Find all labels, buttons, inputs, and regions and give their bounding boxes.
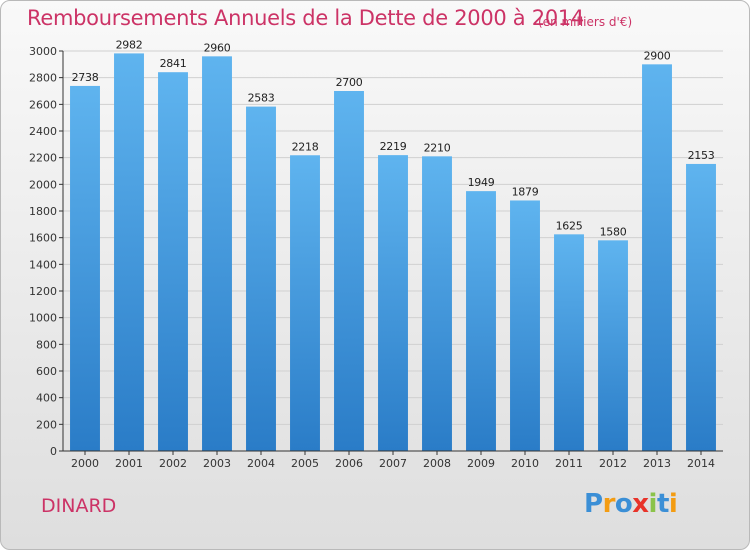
x-tick-label: 2013 bbox=[643, 457, 671, 470]
y-tick-label: 600 bbox=[36, 365, 57, 378]
chart-title: Remboursements Annuels de la Dette de 20… bbox=[27, 6, 584, 30]
y-tick-label: 2400 bbox=[29, 125, 57, 138]
x-tick-label: 2012 bbox=[599, 457, 627, 470]
x-tick-label: 2005 bbox=[291, 457, 319, 470]
x-tick-label: 2001 bbox=[115, 457, 143, 470]
y-tick-label: 1400 bbox=[29, 258, 57, 271]
bar-2001 bbox=[114, 53, 144, 452]
bar-2000 bbox=[70, 85, 100, 451]
value-label: 2841 bbox=[160, 57, 187, 70]
labels: 2738 2000 2982 2001 2841 2002 2960 2003 2583 2004… bbox=[71, 38, 715, 470]
y-tick-label: 0 bbox=[50, 445, 57, 458]
bar-2007 bbox=[378, 155, 408, 451]
y-tick-label: 400 bbox=[36, 392, 57, 405]
value-label: 2900 bbox=[644, 49, 671, 62]
x-tick-label: 2011 bbox=[555, 457, 583, 470]
axes: 0 200 400 600 800 1000 1200 1400 1600 1800 2000 220… bbox=[29, 45, 723, 458]
x-tick-label: 2009 bbox=[467, 457, 495, 470]
value-label: 2738 bbox=[72, 71, 99, 84]
value-label: 1879 bbox=[512, 185, 539, 198]
value-label: 2960 bbox=[204, 41, 231, 54]
x-tick-label: 2003 bbox=[203, 457, 231, 470]
bars bbox=[70, 53, 716, 452]
bar-2004 bbox=[246, 106, 276, 451]
commune-name: DINARD bbox=[41, 495, 117, 517]
value-label: 1625 bbox=[556, 219, 583, 232]
value-label: 2210 bbox=[424, 141, 451, 154]
x-tick-label: 2007 bbox=[379, 457, 407, 470]
bar-2002 bbox=[158, 72, 188, 451]
y-tick-label: 2200 bbox=[29, 152, 57, 165]
value-label: 1580 bbox=[600, 225, 627, 238]
value-label: 2583 bbox=[248, 92, 275, 105]
value-label: 2700 bbox=[336, 76, 363, 89]
bar-2009 bbox=[466, 191, 496, 451]
value-label: 2218 bbox=[292, 140, 319, 153]
bar-2014 bbox=[686, 163, 716, 451]
bar-2011 bbox=[554, 234, 584, 451]
x-tick-label: 2014 bbox=[687, 457, 715, 470]
y-tick-label: 1200 bbox=[29, 285, 57, 298]
y-tick-label: 3000 bbox=[29, 45, 57, 58]
x-tick-label: 2008 bbox=[423, 457, 451, 470]
bar-2008 bbox=[422, 156, 452, 452]
value-label: 2219 bbox=[380, 140, 407, 153]
chart-subtitle: (en milliers d'€) bbox=[538, 15, 633, 29]
value-label: 1949 bbox=[468, 176, 495, 189]
y-tick-label: 800 bbox=[36, 338, 57, 351]
bar-2013 bbox=[642, 64, 672, 452]
bar-2012 bbox=[598, 240, 628, 451]
value-label: 2153 bbox=[688, 149, 715, 162]
value-label: 2982 bbox=[116, 38, 143, 51]
y-tick-label: 1000 bbox=[29, 312, 57, 325]
y-tick-label: 2800 bbox=[29, 72, 57, 85]
x-tick-label: 2006 bbox=[335, 457, 363, 470]
y-tick-label: 2600 bbox=[29, 98, 57, 111]
bar-2005 bbox=[290, 155, 320, 451]
x-tick-label: 2002 bbox=[159, 457, 187, 470]
x-tick-label: 2004 bbox=[247, 457, 275, 470]
y-tick-label: 2000 bbox=[29, 178, 57, 191]
x-tick-label: 2010 bbox=[511, 457, 539, 470]
bar-2010 bbox=[510, 200, 540, 451]
bar-2006 bbox=[334, 91, 364, 451]
y-tick-label: 1800 bbox=[29, 205, 57, 218]
bar-2003 bbox=[202, 56, 232, 451]
y-tick-label: 1600 bbox=[29, 232, 57, 245]
x-tick-label: 2000 bbox=[71, 457, 99, 470]
proxiti-logo: Proxiti bbox=[584, 489, 678, 519]
y-tick-label: 200 bbox=[36, 418, 57, 431]
